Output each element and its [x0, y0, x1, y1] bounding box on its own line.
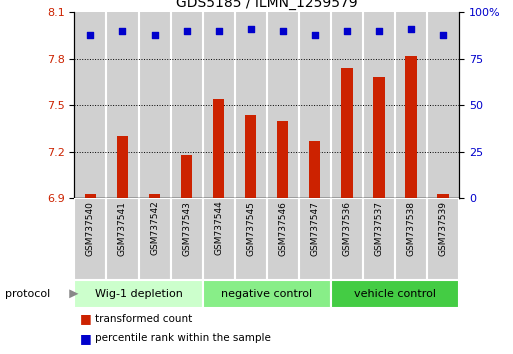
Bar: [363, 198, 395, 280]
Bar: [405, 56, 417, 198]
Text: GSM737546: GSM737546: [278, 201, 287, 256]
Bar: [203, 12, 234, 198]
Bar: [395, 198, 427, 280]
Point: [279, 28, 287, 34]
Bar: [373, 78, 385, 198]
Point: [407, 26, 415, 32]
Text: GSM737544: GSM737544: [214, 201, 223, 256]
Bar: [363, 12, 395, 198]
Bar: [234, 12, 267, 198]
Bar: [213, 99, 224, 198]
Bar: [395, 12, 427, 198]
Bar: [427, 12, 459, 198]
Point: [439, 32, 447, 38]
Title: GDS5185 / ILMN_1259579: GDS5185 / ILMN_1259579: [176, 0, 358, 10]
Text: transformed count: transformed count: [95, 314, 192, 324]
Point: [247, 26, 255, 32]
Text: ■: ■: [80, 312, 91, 325]
Text: percentile rank within the sample: percentile rank within the sample: [95, 333, 271, 343]
Text: negative control: negative control: [221, 289, 312, 299]
Text: GSM737542: GSM737542: [150, 201, 159, 256]
Bar: [203, 198, 234, 280]
Text: Wig-1 depletion: Wig-1 depletion: [94, 289, 183, 299]
Bar: [234, 198, 267, 280]
Bar: [139, 198, 170, 280]
Point: [214, 28, 223, 34]
Text: vehicle control: vehicle control: [354, 289, 436, 299]
Bar: [106, 12, 139, 198]
Text: GSM737536: GSM737536: [342, 201, 351, 256]
Text: GSM737541: GSM737541: [118, 201, 127, 256]
Bar: [267, 198, 299, 280]
Bar: [74, 12, 106, 198]
Bar: [245, 115, 256, 198]
Bar: [139, 12, 170, 198]
Text: GSM737543: GSM737543: [182, 201, 191, 256]
Text: GSM737547: GSM737547: [310, 201, 320, 256]
Bar: [331, 280, 459, 308]
Bar: [74, 280, 203, 308]
Point: [343, 28, 351, 34]
Bar: [170, 198, 203, 280]
Text: ■: ■: [80, 332, 91, 344]
Point: [86, 32, 94, 38]
Point: [311, 32, 319, 38]
Text: GSM737539: GSM737539: [439, 201, 448, 256]
Bar: [331, 198, 363, 280]
Bar: [181, 155, 192, 198]
Text: protocol: protocol: [5, 289, 50, 299]
Text: GSM737540: GSM737540: [86, 201, 95, 256]
Text: GSM737545: GSM737545: [246, 201, 255, 256]
Bar: [117, 136, 128, 198]
Point: [183, 28, 191, 34]
Bar: [203, 280, 331, 308]
Bar: [438, 194, 449, 198]
Point: [375, 28, 383, 34]
Bar: [299, 12, 331, 198]
Bar: [341, 68, 352, 198]
Bar: [85, 194, 96, 198]
Text: GSM737537: GSM737537: [374, 201, 384, 256]
Bar: [170, 12, 203, 198]
Point: [150, 32, 159, 38]
Bar: [149, 194, 160, 198]
Bar: [267, 12, 299, 198]
Bar: [277, 121, 288, 198]
Bar: [74, 198, 106, 280]
Point: [119, 28, 127, 34]
Bar: [106, 198, 139, 280]
Bar: [331, 12, 363, 198]
Bar: [309, 141, 321, 198]
Text: GSM737538: GSM737538: [406, 201, 416, 256]
Bar: [299, 198, 331, 280]
Bar: [427, 198, 459, 280]
